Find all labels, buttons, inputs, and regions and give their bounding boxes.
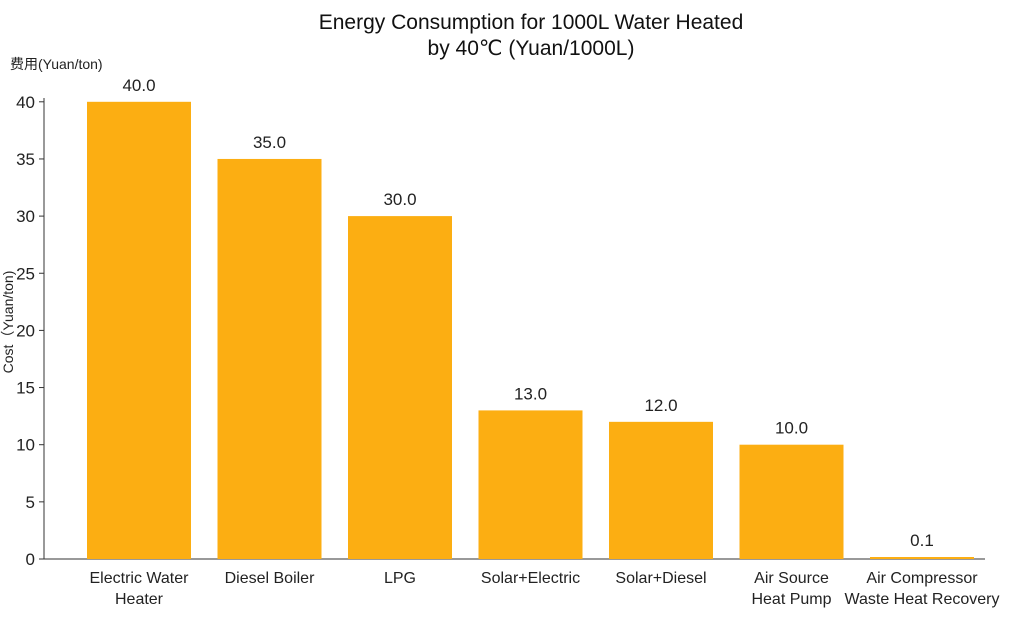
bar <box>348 216 452 559</box>
bar-value-label: 30.0 <box>383 190 416 209</box>
x-category-label: Solar+Diesel <box>615 570 706 587</box>
bar-value-label: 12.0 <box>644 396 677 415</box>
y-tick-label: 35 <box>16 150 35 169</box>
chart-title-line: by 40℃ (Yuan/1000L) <box>428 37 635 60</box>
x-category-label: Air Compressor <box>866 570 978 587</box>
x-category-label: Heater <box>115 591 164 608</box>
bar <box>739 444 844 559</box>
bar <box>478 410 583 559</box>
y-tick-label: 5 <box>26 493 35 512</box>
x-category-label: Waste Heat Recovery <box>844 591 999 608</box>
bar-value-label: 35.0 <box>253 133 286 152</box>
chart-title: Energy Consumption for 1000L Water Heate… <box>319 11 744 60</box>
bar-value-label: 0.1 <box>910 531 934 550</box>
value-labels: 40.0 35.0 30.0 13.0 12.0 10.0 0.1 <box>122 76 933 550</box>
y-tick-label: 10 <box>16 436 35 455</box>
y-tick-label: 40 <box>16 93 35 112</box>
chart-title-line: Energy Consumption for 1000L Water Heate… <box>319 11 744 34</box>
y-axis-ticks: 0 5 10 15 20 25 30 35 40 <box>16 93 44 569</box>
bar-value-label: 13.0 <box>514 384 547 403</box>
x-axis-labels: Electric Water Heater Diesel Boiler LPG Sola… <box>90 570 1000 608</box>
y-tick-label: 30 <box>16 207 35 226</box>
x-category-label: Air Source <box>754 570 829 587</box>
bar <box>217 158 322 559</box>
x-category-label: Solar+Electric <box>481 570 580 587</box>
y-axis-title: Cost（Yuan/ton) <box>0 271 16 374</box>
x-category-label: Electric Water <box>90 570 190 587</box>
x-category-label: LPG <box>384 570 416 587</box>
bar <box>609 421 713 559</box>
y-tick-label: 0 <box>26 550 35 569</box>
y-tick-label: 20 <box>16 321 35 340</box>
y-tick-label: 25 <box>16 264 35 283</box>
bar-value-label: 10.0 <box>775 419 808 438</box>
y-tick-label: 15 <box>16 379 35 398</box>
bars <box>87 101 974 560</box>
bar-value-label: 40.0 <box>122 76 155 95</box>
x-category-label: Diesel Boiler <box>225 570 315 587</box>
bar <box>870 557 974 559</box>
y-axis-unit-label: 费用(Yuan/ton) <box>10 56 103 72</box>
x-category-label: Heat Pump <box>751 591 831 608</box>
bar <box>87 101 191 560</box>
